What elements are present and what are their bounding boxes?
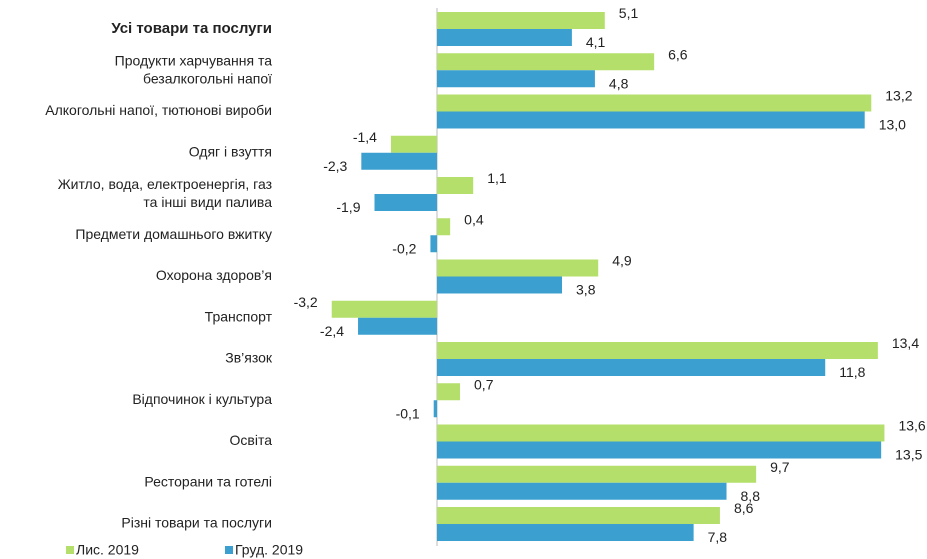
category-label: Житло, вода, електроенергія, газ та інші … xyxy=(58,176,272,210)
category-line: та інші види палива xyxy=(143,194,272,210)
bar xyxy=(358,317,437,335)
bar xyxy=(374,194,437,211)
bar xyxy=(437,259,599,277)
value-label: 11,8 xyxy=(839,364,865,380)
bar xyxy=(437,441,882,459)
bar xyxy=(331,300,437,318)
value-label: 8,6 xyxy=(734,500,754,516)
value-label: 5,1 xyxy=(619,5,639,21)
category-label: Алкогольні напої, тютюнові вироби xyxy=(45,102,272,118)
bar xyxy=(437,12,605,29)
value-label: 7,8 xyxy=(708,529,728,545)
category-label: Транспорт xyxy=(205,308,273,324)
category-line: Продукти харчування та xyxy=(115,52,273,68)
category-label: Охорона здоров’я xyxy=(156,267,272,283)
bar xyxy=(437,29,572,46)
bar xyxy=(433,400,437,418)
bar xyxy=(437,177,474,194)
category-label: Усі товари та послуги xyxy=(111,20,272,37)
value-label: 8,8 xyxy=(741,488,761,504)
value-label: -1,4 xyxy=(353,129,377,145)
legend-label: Лис. 2019 xyxy=(76,542,139,558)
bar xyxy=(390,135,437,153)
value-label: 13,0 xyxy=(879,117,906,133)
legend-label: Груд. 2019 xyxy=(235,542,303,558)
bar xyxy=(437,507,720,524)
value-label: -0,2 xyxy=(392,240,416,256)
value-label: 13,6 xyxy=(898,418,925,434)
value-label: 6,6 xyxy=(668,46,688,62)
category-label: Одяг і взуття xyxy=(189,143,272,159)
category-label: Продукти харчування та безалкогольні напо… xyxy=(115,52,273,86)
legend-swatch xyxy=(225,546,233,554)
bar xyxy=(437,424,885,442)
value-label: -0,1 xyxy=(396,405,420,421)
bar xyxy=(437,276,563,294)
bar xyxy=(437,482,727,500)
category-label: Відпочинок і культура xyxy=(132,391,272,407)
bar xyxy=(437,94,872,112)
value-label: 4,9 xyxy=(612,253,632,269)
category-line: Житло, вода, електроенергія, газ xyxy=(58,176,272,192)
bar xyxy=(437,342,878,359)
value-label: 13,5 xyxy=(895,447,922,463)
bar xyxy=(437,359,826,376)
value-label: 1,1 xyxy=(487,170,507,186)
bar xyxy=(437,70,595,88)
bar xyxy=(437,111,865,129)
value-label: 0,4 xyxy=(464,211,484,227)
bar xyxy=(437,524,694,541)
bar xyxy=(437,383,461,401)
bar xyxy=(430,235,437,253)
value-label: -1,9 xyxy=(336,199,360,215)
category-label: Різні товари та послуги xyxy=(121,515,272,531)
value-label: -3,2 xyxy=(294,294,318,310)
value-label: 0,7 xyxy=(474,376,494,392)
value-label: -2,4 xyxy=(320,323,344,339)
value-label: 4,8 xyxy=(609,75,629,91)
bar xyxy=(437,218,451,236)
legend-swatch xyxy=(66,546,74,554)
value-label: 3,8 xyxy=(576,282,596,298)
bar xyxy=(437,465,757,483)
value-label: 4,1 xyxy=(586,34,606,50)
category-label: Ресторани та готелі xyxy=(144,473,272,489)
category-label: Освіта xyxy=(230,432,273,448)
value-label: -2,3 xyxy=(323,158,347,174)
category-label: Зв’язок xyxy=(225,350,273,366)
category-label: Предмети домашнього вжитку xyxy=(75,226,272,242)
value-label: 13,4 xyxy=(892,335,919,351)
value-label: 9,7 xyxy=(770,459,790,475)
bar xyxy=(361,152,437,170)
value-label: 13,2 xyxy=(885,88,912,104)
category-line: безалкогольні напої xyxy=(143,70,272,86)
bar xyxy=(437,53,655,71)
